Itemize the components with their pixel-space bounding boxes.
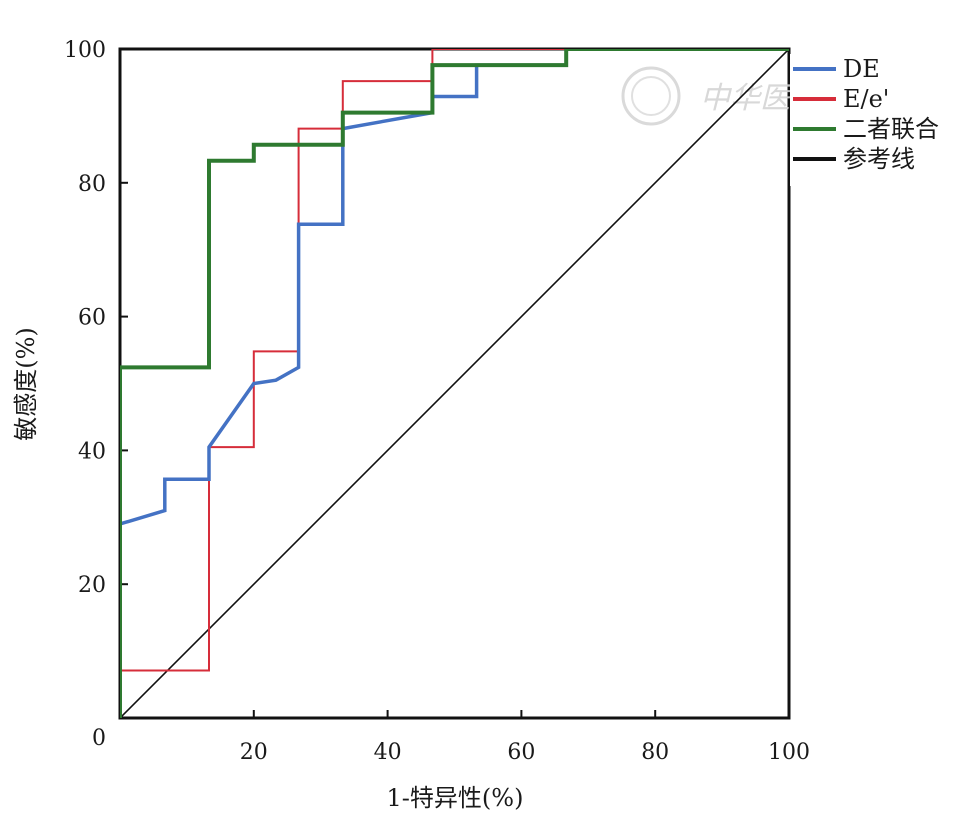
legend-label: DE <box>843 55 880 83</box>
y-tick-label: 0 <box>92 726 106 751</box>
series-line-3 <box>120 49 789 718</box>
y-tick-label: 80 <box>78 172 106 197</box>
x-tick-label: 40 <box>374 740 402 765</box>
legend-background <box>790 54 966 186</box>
x-tick-label: 100 <box>768 740 810 765</box>
series-line-2 <box>120 49 789 718</box>
x-axis-title: 1-特异性(%) <box>387 784 524 812</box>
y-tick-label: 100 <box>64 38 106 63</box>
x-tick-label: 60 <box>507 740 535 765</box>
y-tick-label: 40 <box>78 439 106 464</box>
x-tick-label: 20 <box>240 740 268 765</box>
legend-label: E/e' <box>843 85 889 113</box>
legend-label: 二者联合 <box>843 115 939 143</box>
series-lines <box>120 49 789 718</box>
axis-ticks: 20 40 60 80 100 0 20 40 60 80 100 <box>64 38 810 765</box>
x-tick-label: 80 <box>641 740 669 765</box>
legend-label: 参考线 <box>843 145 915 173</box>
y-tick-label: 20 <box>78 573 106 598</box>
y-tick-label: 60 <box>78 306 106 331</box>
y-axis-title: 敏感度(%) <box>12 327 40 441</box>
watermark-seal-icon <box>621 66 681 126</box>
